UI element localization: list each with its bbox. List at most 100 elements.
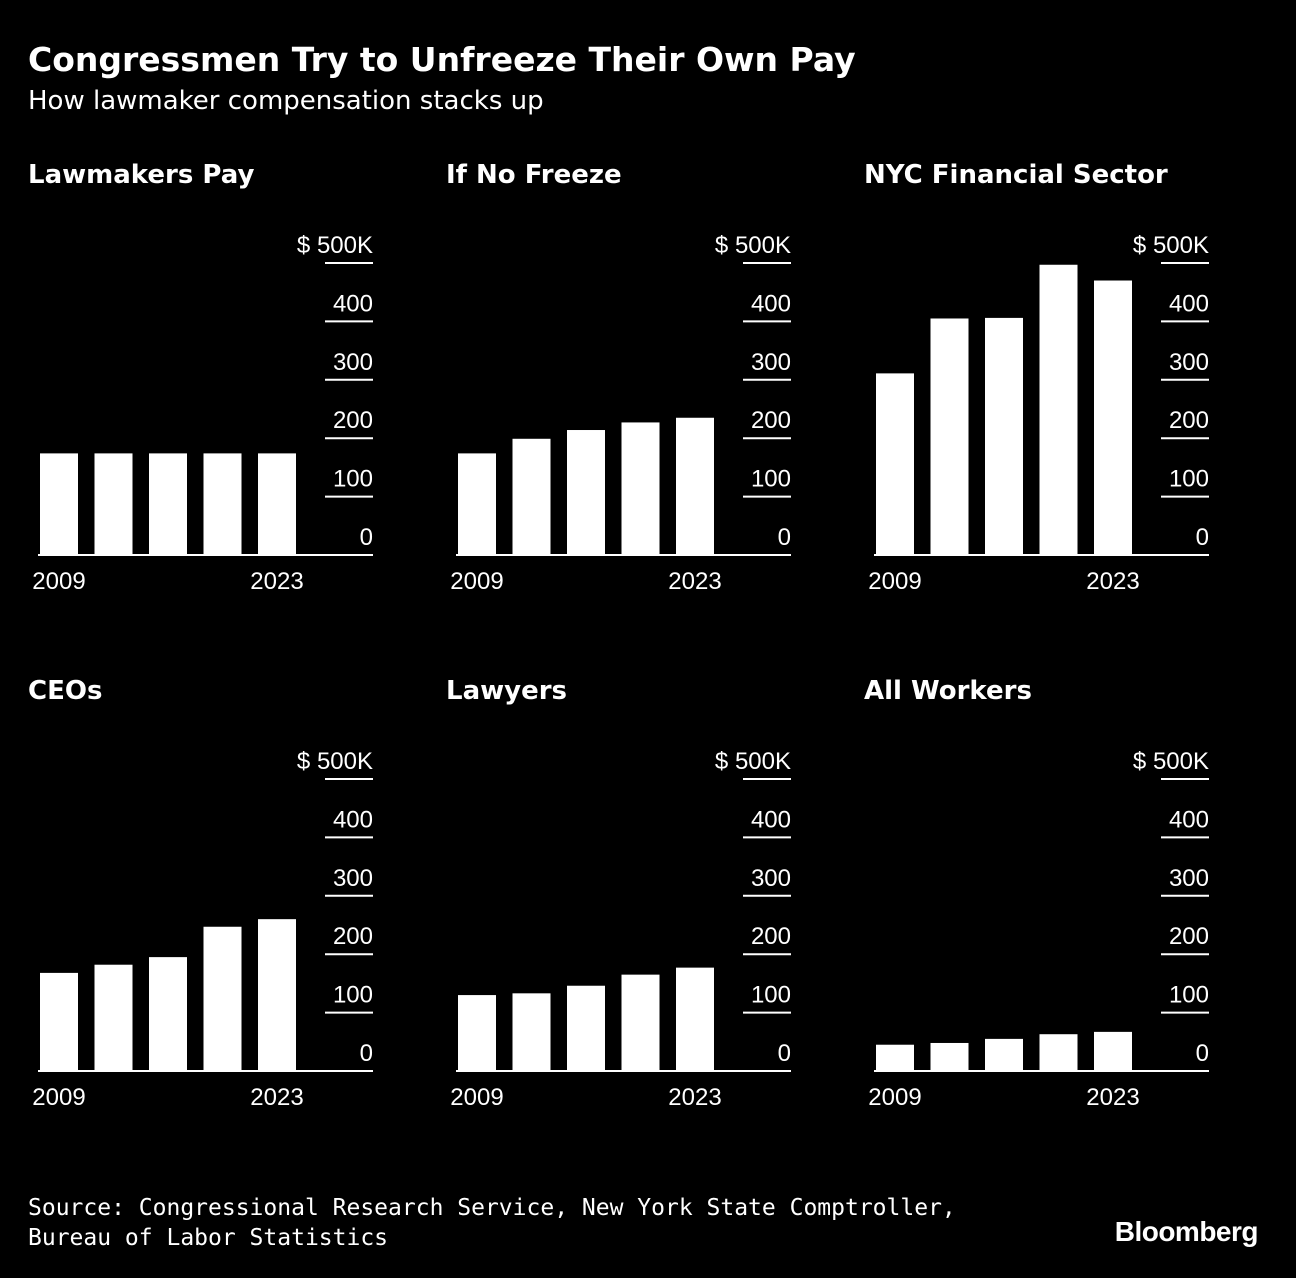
y-tick-label: 200 (333, 407, 373, 434)
y-tick-label: 300 (1169, 349, 1209, 376)
panel-ceos: CEOs 0 100 200 300 400 $ 500K 2009 2023 (28, 676, 428, 1136)
bar-chart: 0 100 200 300 400 $ 500K 2009 2023 (868, 232, 1209, 595)
bar (458, 453, 496, 555)
bar-chart: 0 100 200 300 400 $ 500K 2009 2023 (868, 748, 1209, 1111)
bar (1039, 264, 1078, 555)
y-tick-label: 400 (751, 806, 791, 833)
y-tick-label: 200 (751, 407, 791, 434)
bar (512, 438, 551, 555)
bar (94, 453, 133, 555)
bar (258, 453, 296, 555)
bar (512, 993, 551, 1071)
x-tick-label: 2009 (868, 1084, 921, 1111)
bar (40, 453, 78, 555)
bar (985, 1038, 1023, 1071)
y-tick-label: 400 (333, 806, 373, 833)
y-tick-label: $ 500K (1133, 232, 1209, 259)
x-tick-label: 2023 (668, 568, 721, 595)
panel-lawyers: Lawyers 0 100 200 300 400 $ 500K 2009 2023 (446, 676, 846, 1136)
y-tick-label: 100 (1169, 466, 1209, 493)
y-tick-label: 300 (751, 865, 791, 892)
bar (258, 919, 296, 1071)
panel-lawmakers-pay: Lawmakers Pay 0 100 200 300 400 $ 500K 2009 202… (28, 160, 428, 620)
x-tick-label: 2009 (450, 568, 503, 595)
bar-chart: 0 100 200 300 400 $ 500K 2009 2023 (450, 748, 791, 1111)
bar (40, 972, 78, 1071)
panel-title: NYC Financial Sector (864, 160, 1168, 190)
bar (149, 453, 187, 555)
panel-all-workers: All Workers 0 100 200 300 400 $ 500K 2009 2023 (864, 676, 1264, 1136)
y-tick-label: 100 (1169, 982, 1209, 1009)
bar (1094, 1031, 1132, 1071)
y-tick-label: 200 (1169, 407, 1209, 434)
bar (930, 318, 969, 555)
y-tick-label: $ 500K (715, 748, 791, 775)
y-tick-label: 100 (333, 982, 373, 1009)
y-tick-label: $ 500K (715, 232, 791, 259)
bar (149, 957, 187, 1071)
bar-chart: 0 100 200 300 400 $ 500K 2009 2023 (32, 748, 373, 1111)
y-tick-label: 0 (1196, 524, 1209, 551)
bar (876, 1044, 914, 1071)
y-tick-label: 100 (751, 982, 791, 1009)
y-tick-label: $ 500K (1133, 748, 1209, 775)
x-tick-label: 2009 (868, 568, 921, 595)
y-tick-label: 100 (751, 466, 791, 493)
x-tick-label: 2009 (32, 568, 85, 595)
panel-nyc-financial-sector: NYC Financial Sector 0 100 200 300 400 $ 500K… (864, 160, 1264, 620)
panel-title: Lawyers (446, 676, 568, 706)
x-tick-label: 2023 (1086, 568, 1139, 595)
y-tick-label: $ 500K (297, 748, 373, 775)
panel-title: All Workers (864, 676, 1032, 706)
y-tick-label: 300 (751, 349, 791, 376)
panel-title: Lawmakers Pay (28, 160, 255, 190)
y-tick-label: 0 (778, 1040, 791, 1067)
bar (567, 985, 605, 1071)
y-tick-label: 200 (333, 923, 373, 950)
source-note: Source: Congressional Research Service, … (28, 1195, 956, 1251)
y-tick-label: 200 (751, 923, 791, 950)
y-tick-label: 200 (1169, 923, 1209, 950)
bar (94, 964, 133, 1071)
y-tick-label: 400 (1169, 290, 1209, 317)
y-tick-label: $ 500K (297, 232, 373, 259)
y-tick-label: 400 (1169, 806, 1209, 833)
bar (930, 1042, 969, 1071)
bar (876, 373, 914, 555)
x-tick-label: 2009 (450, 1084, 503, 1111)
y-tick-label: 400 (751, 290, 791, 317)
bloomberg-logo: Bloomberg (1114, 1216, 1259, 1247)
bar (203, 453, 242, 555)
bar (676, 967, 714, 1071)
y-tick-label: 300 (333, 865, 373, 892)
bar (1039, 1034, 1078, 1071)
y-tick-label: 300 (1169, 865, 1209, 892)
x-tick-label: 2023 (1086, 1084, 1139, 1111)
bar (985, 317, 1023, 555)
y-tick-label: 0 (1196, 1040, 1209, 1067)
panel-title: CEOs (28, 676, 103, 706)
bar (458, 995, 496, 1071)
x-tick-label: 2023 (250, 1084, 303, 1111)
panel-if-no-freeze: If No Freeze 0 100 200 300 400 $ 500K 2009 2023 (446, 160, 846, 620)
y-tick-label: 0 (360, 524, 373, 551)
y-tick-label: 400 (333, 290, 373, 317)
bar (1094, 280, 1132, 555)
chart-title: Congressmen Try to Unfreeze Their Own Pa… (28, 40, 856, 79)
bar-chart: 0 100 200 300 400 $ 500K 2009 2023 (450, 232, 791, 595)
bar (621, 422, 660, 555)
y-tick-label: 100 (333, 466, 373, 493)
bar (567, 430, 605, 555)
bar (676, 417, 714, 555)
y-tick-label: 0 (360, 1040, 373, 1067)
chart-subtitle: How lawmaker compensation stacks up (28, 86, 544, 116)
x-tick-label: 2023 (250, 568, 303, 595)
panel-title: If No Freeze (446, 160, 622, 190)
y-tick-label: 0 (778, 524, 791, 551)
bar (203, 926, 242, 1071)
bar-chart: 0 100 200 300 400 $ 500K 2009 2023 (32, 232, 373, 595)
x-tick-label: 2009 (32, 1084, 85, 1111)
bar (621, 974, 660, 1071)
y-tick-label: 300 (333, 349, 373, 376)
x-tick-label: 2023 (668, 1084, 721, 1111)
